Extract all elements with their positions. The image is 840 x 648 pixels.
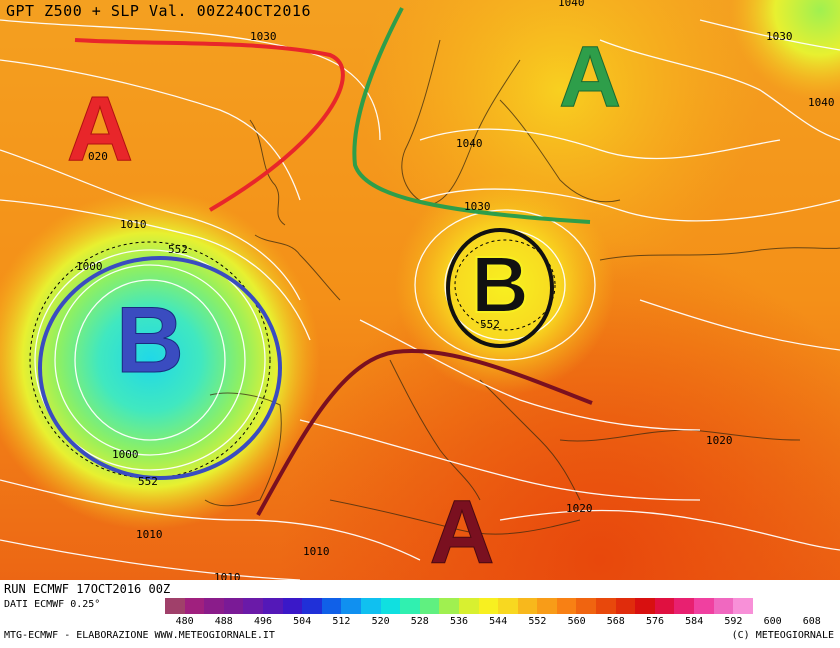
data-source: DATI ECMWF 0.25° xyxy=(4,599,101,610)
color-scale-swatch xyxy=(596,598,616,614)
color-scale-tick: 576 xyxy=(645,616,665,627)
pressure-label: 1000 xyxy=(76,260,103,273)
color-scale-tick: 544 xyxy=(489,616,508,627)
color-scale-ticks: 480 488 496 504 512 520 528 536 544 552 560 568 576 5… xyxy=(165,616,840,630)
pressure-label: 1040 xyxy=(558,0,585,9)
system-letter-b-west: B xyxy=(116,287,184,392)
footer-panel xyxy=(0,580,840,648)
color-scale-tick: 496 xyxy=(253,616,273,627)
isobars xyxy=(0,19,840,581)
low-circle-east xyxy=(446,228,554,348)
color-scale-swatch xyxy=(713,598,734,614)
color-scale-tick: 552 xyxy=(528,616,547,627)
pressure-label: 552 xyxy=(480,318,500,331)
pressure-label: 1040 xyxy=(808,96,835,109)
color-scale-swatch xyxy=(556,598,577,614)
pressure-label: 552 xyxy=(168,243,188,256)
color-scale-swatch xyxy=(419,598,440,614)
color-scale-swatch xyxy=(694,598,714,614)
color-scale-tick: 560 xyxy=(567,616,586,627)
run-info: RUN ECMWF 17OCT2016 00Z xyxy=(4,582,171,596)
color-scale-swatch xyxy=(576,598,597,614)
system-letter-a-north: A xyxy=(559,29,621,125)
pressure-label: 1030 xyxy=(250,30,277,43)
color-scale-swatch xyxy=(282,598,303,614)
color-scale-tick: 520 xyxy=(371,616,390,627)
pressure-label: 1010 xyxy=(120,218,147,231)
credit-left: MTG-ECMWF - ELABORAZIONE WWW.METEOGIORNA… xyxy=(4,630,275,641)
pressure-label: 020 xyxy=(88,150,108,163)
pressure-label: 1010 xyxy=(303,545,330,558)
pressure-label: 552 xyxy=(138,475,158,488)
color-scale-tick: 568 xyxy=(606,616,625,627)
color-scale-swatch xyxy=(380,598,401,614)
color-scale-swatch xyxy=(498,598,518,614)
color-scale-bar xyxy=(165,598,753,614)
color-scale-swatch xyxy=(439,598,459,614)
pressure-label: 1000 xyxy=(112,448,139,461)
color-scale-tick: 584 xyxy=(685,616,704,627)
ridge-line-darkred xyxy=(256,349,593,516)
color-scale-swatch xyxy=(517,598,538,614)
color-scale-swatch xyxy=(204,598,224,614)
color-scale-swatch xyxy=(733,598,753,614)
weather-map: A A B B A 1030 1040 1040 1030 1040 020 1… xyxy=(0,0,840,595)
color-scale-swatch xyxy=(262,598,283,614)
color-scale-swatch xyxy=(674,598,695,614)
color-scale-tick: 592 xyxy=(724,616,743,627)
system-letter-a-west: A xyxy=(67,78,133,180)
color-scale-swatch xyxy=(184,598,205,614)
low-circle-west xyxy=(38,256,282,480)
color-scale-tick: 488 xyxy=(214,616,233,627)
color-scale-tick: 608 xyxy=(802,616,821,627)
pressure-label: 1040 xyxy=(456,137,483,150)
pressure-label: 1020 xyxy=(566,502,593,515)
map-title: GPT Z500 + SLP Val. 00Z24OCT2016 xyxy=(6,2,311,20)
credit-right: (C) METEOGIORNALE xyxy=(731,630,834,641)
color-scale-swatch xyxy=(165,598,185,614)
color-scale-swatch xyxy=(537,598,557,614)
trough-line-green xyxy=(352,7,591,224)
coastlines xyxy=(204,39,840,535)
color-scale-swatch xyxy=(478,598,499,614)
pressure-labels: 1030 1040 1040 1030 1040 020 1040 1030 1… xyxy=(76,0,835,584)
color-scale-swatch xyxy=(321,598,342,614)
color-scale-tick: 536 xyxy=(449,616,469,627)
color-scale-tick: 512 xyxy=(332,616,351,627)
color-scale-swatch xyxy=(400,598,420,614)
pressure-label: 1020 xyxy=(706,434,733,447)
color-scale-tick: 528 xyxy=(410,616,429,627)
color-scale-tick: 600 xyxy=(763,616,782,627)
system-letter-a-south: A xyxy=(430,483,495,583)
pressure-label: 1030 xyxy=(464,200,491,213)
pressure-label: 1030 xyxy=(766,30,793,43)
color-scale-swatch xyxy=(341,598,361,614)
color-scale-swatch xyxy=(302,598,322,614)
color-scale-swatch xyxy=(360,598,381,614)
color-scale-swatch xyxy=(223,598,244,614)
color-scale-swatch xyxy=(635,598,655,614)
ridge-line-red xyxy=(74,38,345,212)
pressure-label: 1010 xyxy=(136,528,163,541)
color-scale-swatch xyxy=(615,598,636,614)
color-scale-swatch xyxy=(654,598,675,614)
color-scale-tick: 480 xyxy=(175,616,194,627)
color-scale-tick: 504 xyxy=(293,616,312,627)
color-scale-swatch xyxy=(243,598,263,614)
system-letter-b-east: B xyxy=(471,240,529,329)
color-scale-swatch xyxy=(458,598,479,614)
